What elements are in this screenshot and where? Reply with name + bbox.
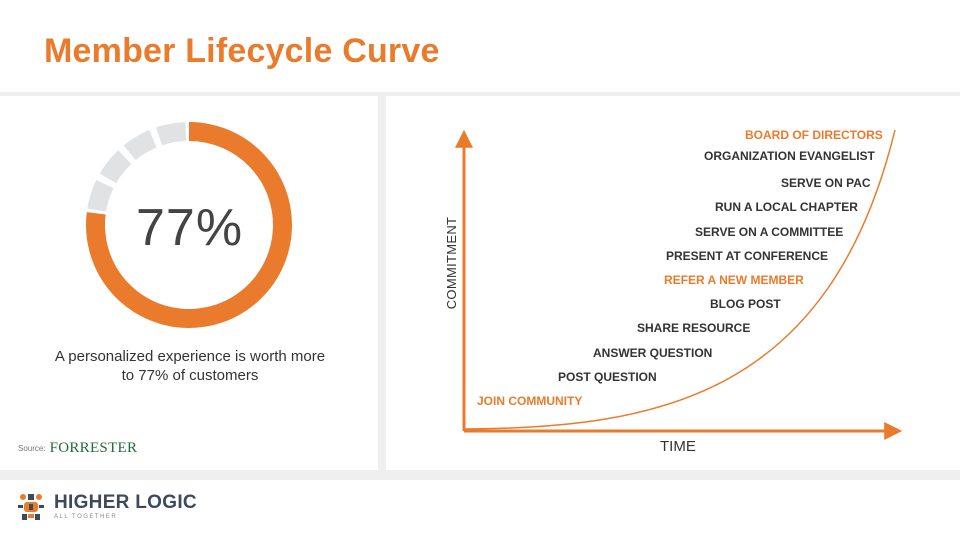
x-axis-label: TIME	[660, 438, 696, 455]
step-refer-new-member: REFER A NEW MEMBER	[664, 273, 804, 287]
source-credit: Source: FORRESTER	[18, 440, 137, 457]
step-serve-committee: SERVE ON A COMMITTEE	[695, 225, 844, 239]
source-label: Source:	[18, 444, 46, 453]
forrester-logo: FORRESTER	[49, 440, 138, 456]
stat-panel	[0, 96, 378, 470]
donut-remaining-segment	[155, 122, 187, 146]
percentage-value: 77%	[136, 199, 244, 257]
donut-remaining-segment	[87, 180, 114, 212]
step-share-resource: SHARE RESOURCE	[637, 321, 751, 335]
stat-caption-line2: to 77% of customers	[121, 367, 259, 384]
higher-logic-frog-icon	[18, 494, 44, 520]
y-axis-label: COMMITMENT	[444, 216, 459, 310]
lifecycle-curve	[463, 129, 896, 430]
step-answer-question: ANSWER QUESTION	[593, 346, 713, 360]
step-present-conference: PRESENT AT CONFERENCE	[666, 249, 829, 263]
diagram-panel	[386, 96, 960, 470]
stat-caption: A personalized experience is worth more …	[20, 347, 360, 385]
logo-text: HIGHER LOGIC ALL TOGETHER	[54, 493, 197, 521]
donut-remaining-segment	[123, 129, 157, 161]
higher-logic-logo: HIGHER LOGIC ALL TOGETHER	[14, 490, 197, 524]
step-run-local-chapter: RUN A LOCAL CHAPTER	[715, 200, 858, 214]
step-post-question: POST QUESTION	[558, 370, 657, 384]
stat-caption-line1: A personalized experience is worth more	[54, 348, 326, 365]
percentage-donut	[86, 122, 292, 328]
page-title: Member Lifecycle Curve	[44, 32, 440, 70]
donut-remaining-segment	[99, 150, 132, 184]
step-blog-post: BLOG POST	[710, 297, 781, 311]
logo-tagline: ALL TOGETHER	[54, 514, 118, 520]
donut-segments	[86, 122, 292, 328]
step-serve-on-pac: SERVE ON PAC	[781, 176, 871, 190]
logo-name: HIGHER LOGIC	[54, 492, 197, 513]
step-join-community: JOIN COMMUNITY	[477, 394, 583, 408]
step-organization-evangelist: ORGANIZATION EVANGELIST	[704, 149, 875, 163]
step-board-of-directors: BOARD OF DIRECTORS	[745, 128, 883, 142]
